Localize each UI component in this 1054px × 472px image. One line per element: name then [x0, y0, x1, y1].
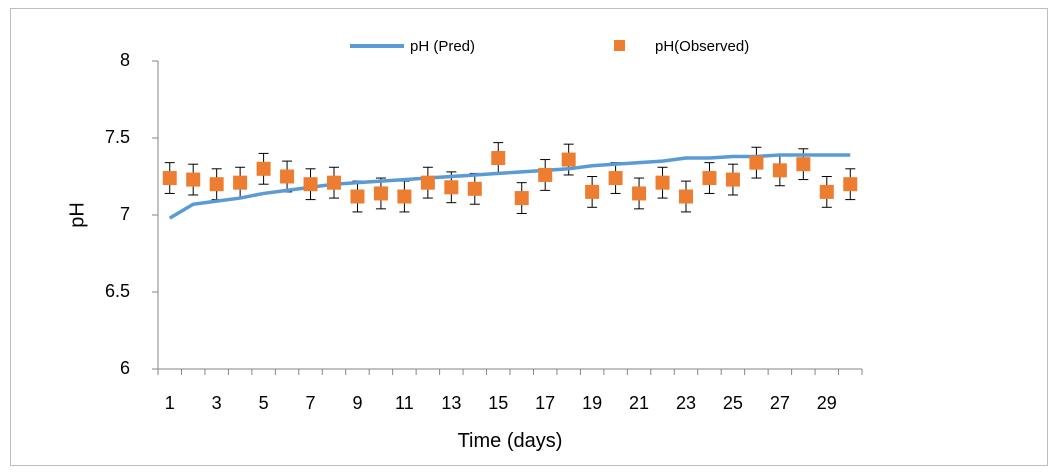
x-tick-label: 13 — [441, 393, 461, 413]
x-tick-label: 7 — [306, 393, 316, 413]
y-tick-label: 7.5 — [105, 127, 130, 147]
observed-point — [444, 180, 459, 195]
x-tick-label: 23 — [676, 393, 696, 413]
legend-observed-label: pH(Observed) — [655, 38, 749, 55]
observed-point — [209, 177, 224, 192]
observed-point — [186, 172, 201, 187]
observed-point — [397, 189, 412, 204]
x-tick-label: 21 — [629, 393, 649, 413]
observed-point — [585, 184, 600, 199]
x-tick-label: 29 — [817, 393, 837, 413]
observed-point — [327, 175, 341, 190]
observed-point — [749, 155, 764, 170]
observed-point — [538, 167, 553, 182]
x-axis-title: Time (days) — [458, 430, 563, 452]
observed-point — [467, 181, 482, 196]
observed-series — [162, 151, 858, 206]
observed-point — [679, 189, 693, 204]
observed-point — [162, 171, 177, 186]
legend: pH (Pred) pH(Observed) — [350, 38, 749, 55]
observed-point — [491, 151, 506, 166]
observed-point — [843, 177, 858, 192]
observed-point — [420, 175, 435, 190]
observed-point — [796, 157, 811, 172]
x-tick-label: 15 — [488, 393, 508, 413]
y-tick-label: 8 — [120, 50, 130, 70]
legend-observed-swatch — [614, 40, 625, 51]
y-axis-title: pH — [66, 202, 88, 228]
observed-point — [233, 175, 248, 190]
observed-point — [561, 152, 576, 167]
x-tick-label: 11 — [395, 393, 414, 413]
legend-pred-label: pH (Pred) — [410, 38, 475, 55]
pred-series — [168, 153, 851, 220]
pred-line — [168, 153, 851, 220]
y-tick-label: 6.5 — [105, 281, 130, 301]
observed-point — [303, 177, 318, 192]
observed-point — [514, 191, 529, 206]
observed-point — [350, 189, 365, 204]
observed-point — [655, 175, 670, 190]
x-tick-label: 9 — [352, 393, 362, 413]
observed-point — [725, 172, 740, 187]
observed-point — [632, 186, 647, 201]
observed-point — [608, 171, 623, 186]
y-ticks: 6 6.5 7 7.5 8 — [105, 50, 158, 378]
observed-point — [280, 169, 295, 184]
observed-point — [772, 163, 787, 178]
observed-point — [256, 161, 271, 176]
x-tick-label: 19 — [582, 393, 602, 413]
error-bars — [164, 142, 856, 214]
x-tick-label: 25 — [723, 393, 743, 413]
x-tick-label: 1 — [165, 393, 175, 413]
x-tick-label: 17 — [535, 393, 555, 413]
x-ticks: 1 3 5 7 9 11 13 15 17 19 21 23 25 27 29 — [157, 369, 863, 413]
y-tick-label: 6 — [120, 358, 130, 378]
x-tick-label: 5 — [259, 393, 269, 413]
observed-point — [702, 171, 717, 186]
x-tick-label: 3 — [212, 393, 222, 413]
axes — [157, 61, 862, 370]
observed-point — [819, 184, 834, 199]
x-tick-label: 27 — [770, 393, 790, 413]
observed-point — [373, 186, 388, 201]
chart-frame — [10, 8, 1048, 466]
y-tick-label: 7 — [120, 204, 130, 224]
